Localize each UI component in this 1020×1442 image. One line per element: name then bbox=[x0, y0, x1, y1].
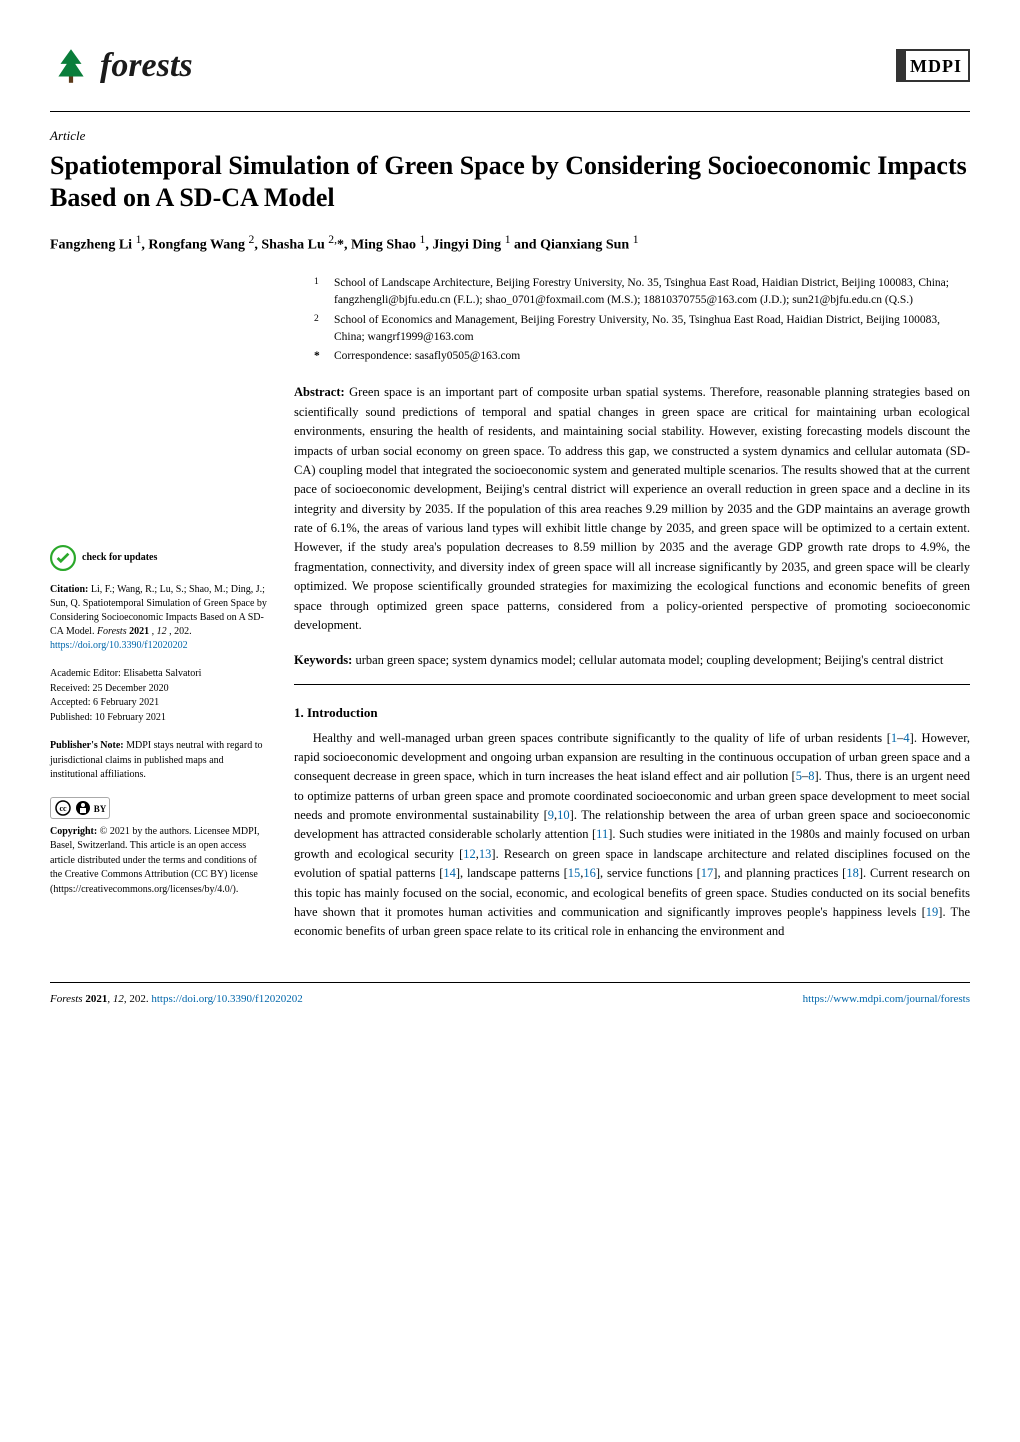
ref-11[interactable]: 11 bbox=[596, 827, 608, 841]
citation: Citation: Li, F.; Wang, R.; Lu, S.; Shao… bbox=[50, 583, 270, 653]
citation-vol: , 12 bbox=[152, 626, 167, 637]
ref-16[interactable]: 16 bbox=[583, 866, 596, 880]
article-type: Article bbox=[50, 126, 970, 146]
footer-left: Forests 2021, 12, 202. https://doi.org/1… bbox=[50, 991, 303, 1008]
footer-vol: , 12 bbox=[107, 993, 124, 1005]
check-updates-label: check for updates bbox=[82, 551, 157, 565]
copyright-label: Copyright: bbox=[50, 826, 97, 837]
aff-2-num: 2 bbox=[314, 313, 319, 324]
article-title: Spatiotemporal Simulation of Green Space… bbox=[50, 150, 970, 215]
received: Received: 25 December 2020 bbox=[50, 683, 169, 694]
footer-url[interactable]: https://www.mdpi.com/journal/forests bbox=[803, 993, 970, 1005]
abstract-label: Abstract: bbox=[294, 385, 345, 399]
ref-12[interactable]: 12 bbox=[463, 847, 476, 861]
abstract: Abstract: Green space is an important pa… bbox=[294, 383, 970, 635]
abstract-text: Green space is an important part of comp… bbox=[294, 385, 970, 632]
citation-journal: Forests bbox=[97, 626, 127, 637]
main-content: 1 School of Landscape Architecture, Beij… bbox=[294, 275, 970, 942]
editor-name: Elisabetta Salvatori bbox=[123, 668, 201, 679]
check-updates[interactable]: check for updates bbox=[50, 545, 270, 571]
copyright: Copyright: © 2021 by the authors. Licens… bbox=[50, 825, 270, 898]
citation-doi[interactable]: https://doi.org/10.3390/f12020202 bbox=[50, 640, 188, 651]
svg-text:BY: BY bbox=[94, 804, 107, 814]
ref-17[interactable]: 17 bbox=[701, 866, 714, 880]
editor-label: Academic Editor: bbox=[50, 668, 123, 679]
keywords: Keywords: urban green space; system dyna… bbox=[294, 651, 970, 670]
cc-badge-row: cc BY bbox=[50, 797, 270, 819]
footer: Forests 2021, 12, 202. https://doi.org/1… bbox=[50, 982, 970, 1008]
tree-icon bbox=[50, 45, 92, 87]
top-rule bbox=[50, 111, 970, 112]
journal-logo: forests bbox=[50, 40, 193, 91]
footer-journal: Forests bbox=[50, 993, 85, 1005]
p1-i: ], and planning practices [ bbox=[713, 866, 846, 880]
keywords-text: urban green space; system dynamics model… bbox=[355, 653, 943, 667]
mid-rule bbox=[294, 684, 970, 685]
ref-14[interactable]: 14 bbox=[443, 866, 456, 880]
corr-sym: * bbox=[314, 350, 320, 362]
aff-1-text: School of Landscape Architecture, Beijin… bbox=[334, 275, 970, 310]
accepted: Accepted: 6 February 2021 bbox=[50, 697, 159, 708]
affiliations: 1 School of Landscape Architecture, Beij… bbox=[314, 275, 970, 365]
ref-18[interactable]: 18 bbox=[846, 866, 859, 880]
section-1-heading: 1. Introduction bbox=[294, 703, 970, 723]
correspondence: * Correspondence: sasafly0505@163.com bbox=[314, 348, 970, 365]
pubnote-label: Publisher's Note: bbox=[50, 740, 124, 751]
aff-1-num: 1 bbox=[314, 276, 319, 287]
citation-label: Citation: bbox=[50, 584, 88, 595]
check-updates-icon bbox=[50, 545, 76, 571]
footer-year: 2021 bbox=[85, 993, 107, 1005]
citation-year: 2021 bbox=[129, 626, 149, 637]
svg-text:cc: cc bbox=[59, 804, 67, 813]
two-column-layout: check for updates Citation: Li, F.; Wang… bbox=[50, 275, 970, 942]
keywords-label: Keywords: bbox=[294, 653, 352, 667]
intro-paragraph: Healthy and well-managed urban green spa… bbox=[294, 729, 970, 942]
footer-right: https://www.mdpi.com/journal/forests bbox=[803, 991, 970, 1008]
published: Published: 10 February 2021 bbox=[50, 712, 166, 723]
footer-doi[interactable]: https://doi.org/10.3390/f12020202 bbox=[151, 993, 302, 1005]
affiliation-1: 1 School of Landscape Architecture, Beij… bbox=[314, 275, 970, 310]
affiliation-2: 2 School of Economics and Management, Be… bbox=[314, 312, 970, 347]
ref-10[interactable]: 10 bbox=[557, 808, 570, 822]
journal-name: forests bbox=[100, 40, 193, 91]
ref-15[interactable]: 15 bbox=[568, 866, 581, 880]
footer-pages: , 202. bbox=[124, 993, 152, 1005]
ref-13[interactable]: 13 bbox=[479, 847, 492, 861]
p1-a: Healthy and well-managed urban green spa… bbox=[313, 731, 891, 745]
p1-h: ], service functions [ bbox=[596, 866, 701, 880]
editorial-dates: Academic Editor: Elisabetta Salvatori Re… bbox=[50, 667, 270, 725]
p1-g: ], landscape patterns [ bbox=[456, 866, 568, 880]
mdpi-logo: MDPI bbox=[896, 49, 970, 82]
authors: Fangzheng Li 1, Rongfang Wang 2, Shasha … bbox=[50, 231, 970, 256]
aff-2-text: School of Economics and Management, Beij… bbox=[334, 312, 970, 347]
citation-pages: , 202. bbox=[169, 626, 192, 637]
publishers-note: Publisher's Note: MDPI stays neutral wit… bbox=[50, 739, 270, 783]
header: forests MDPI bbox=[50, 40, 970, 91]
cc-by-icon: cc BY bbox=[50, 797, 110, 819]
ref-19[interactable]: 19 bbox=[926, 905, 939, 919]
corr-text: Correspondence: sasafly0505@163.com bbox=[334, 348, 520, 365]
sidebar: check for updates Citation: Li, F.; Wang… bbox=[50, 275, 270, 942]
